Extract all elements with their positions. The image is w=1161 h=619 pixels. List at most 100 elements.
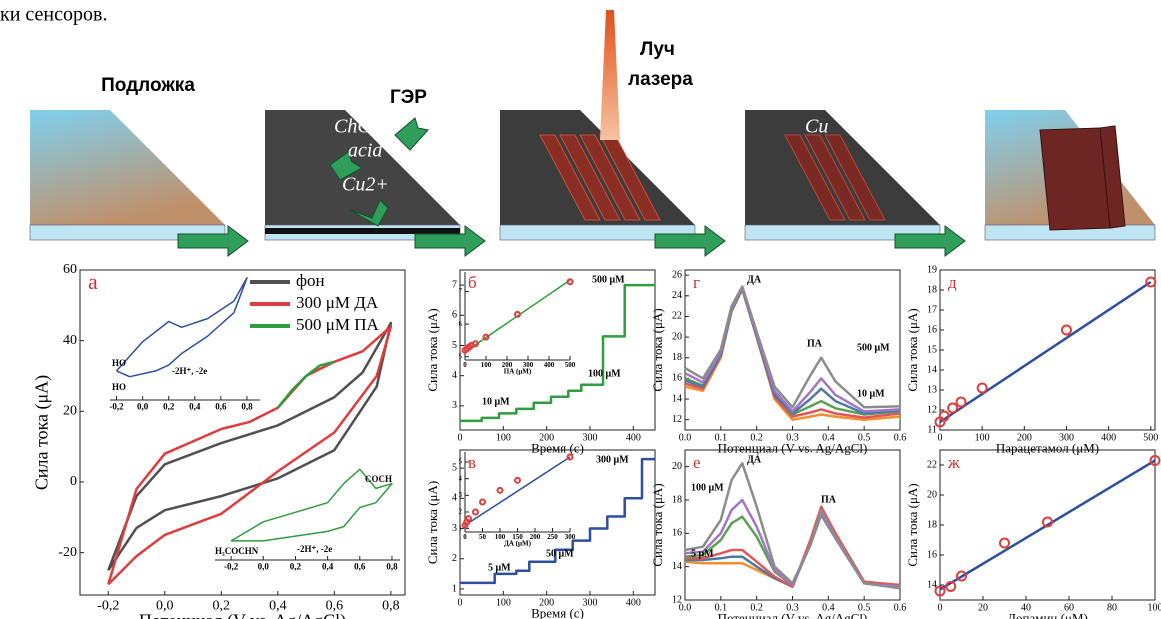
- y-tick-label: 17: [927, 304, 937, 315]
- panel-label: в: [468, 453, 476, 472]
- x-axis-label: Потенциал (V vs. Ag/AgCl): [718, 611, 868, 619]
- panel-label: д: [948, 273, 957, 292]
- y-tick-label: 14: [672, 561, 682, 572]
- series-line: [940, 461, 1155, 590]
- series-line: [465, 457, 570, 525]
- y-tick-label: 3: [452, 400, 457, 411]
- y-tick-label: -20: [58, 545, 77, 560]
- y-tick-label: 5: [459, 458, 463, 466]
- y-tick-label: 11: [927, 424, 937, 435]
- x-tick-label: -0,2: [109, 401, 124, 411]
- x-tick-label: 0,0: [137, 401, 149, 411]
- x-tick-label: 100: [496, 432, 511, 443]
- y-tick-label: 12: [672, 414, 682, 425]
- x-axis-label: ДА (μM): [504, 540, 532, 548]
- y-tick-label: 4: [459, 474, 463, 482]
- x-tick-label: 0,8: [386, 561, 398, 571]
- panel-label: ж: [947, 453, 960, 472]
- annotation: COCH: [365, 474, 392, 484]
- x-axis-label: ПА (μM): [504, 368, 532, 376]
- pillars: [1040, 126, 1125, 230]
- figure: ки сенсоров. Подложка: [0, 0, 1161, 619]
- y-tick-label: 7: [459, 287, 463, 295]
- x-tick-label: 0.0: [679, 432, 692, 443]
- y-tick-label: 12: [672, 594, 682, 605]
- annotation: 100 μM: [691, 482, 724, 493]
- y-tick-label: 4: [452, 493, 457, 504]
- x-tick-label: 0: [458, 597, 463, 608]
- label: Cu2+: [342, 174, 389, 196]
- x-tick-label: 250: [547, 533, 558, 541]
- label: Cu: [805, 116, 828, 138]
- y-axis-label: Сила тока (μA): [650, 483, 665, 566]
- y-tick-label: 60: [63, 262, 77, 277]
- x-tick-label: 500: [565, 361, 576, 369]
- annotation: 300 μM: [596, 454, 629, 465]
- y-tick-label: 14: [927, 364, 937, 375]
- x-tick-label: 0,4: [189, 401, 201, 411]
- label: Подложка: [101, 75, 195, 96]
- y-axis-label: Сила тока (μA): [905, 308, 920, 391]
- x-tick-label: 0: [458, 432, 463, 443]
- x-tick-label: 500: [1143, 432, 1158, 443]
- y-tick-label: 16: [927, 324, 937, 335]
- x-tick-label: 0: [938, 602, 943, 613]
- x-tick-label: 0,8: [382, 598, 400, 613]
- x-axis-label: Потенциал (V vs. Ag/AgCl): [718, 441, 868, 456]
- x-tick-label: 0: [463, 361, 467, 369]
- panel-label: а: [88, 269, 98, 294]
- annotation: -2H⁺, -2e: [172, 366, 207, 376]
- legend-label: фон: [296, 271, 325, 290]
- annotation: ДА: [747, 454, 762, 465]
- y-tick-label: 1: [452, 583, 457, 594]
- film-edge: [265, 228, 460, 234]
- x-tick-label: -0,2: [224, 561, 239, 571]
- y-tick-label: 15: [927, 344, 937, 355]
- x-tick-label: 0,6: [354, 561, 366, 571]
- x-tick-label: 0: [463, 533, 467, 541]
- data-point: [957, 398, 966, 407]
- x-tick-label: 200: [530, 533, 541, 541]
- annotation: 10 μM: [857, 388, 885, 399]
- annotation: 5 μM: [488, 562, 511, 573]
- y-tick-label: 3: [459, 491, 463, 499]
- y-axis-label: Сила тока (μA): [32, 375, 53, 490]
- y-tick-label: 20: [672, 331, 682, 342]
- x-axis-label: Время (с): [531, 606, 584, 619]
- y-axis-label: Сила тока (μA): [425, 308, 440, 391]
- y-tick-label: 14: [672, 393, 682, 404]
- x-tick-label: 300: [583, 597, 598, 608]
- annotation: 50 μM: [546, 548, 574, 559]
- x-tick-label: 400: [626, 597, 641, 608]
- y-tick-label: 4: [452, 370, 457, 381]
- x-axis-label: Потенциал (V vs. Ag/AgCl): [139, 611, 346, 619]
- y-tick-label: 20: [63, 404, 77, 419]
- label: ChCl: [334, 116, 377, 138]
- y-tick-label: 22: [927, 459, 937, 470]
- y-tick-label: 3: [452, 523, 457, 534]
- y-tick-label: 40: [63, 333, 77, 348]
- data-point: [568, 279, 573, 284]
- y-tick-label: 18: [672, 494, 682, 505]
- y-tick-label: 6: [459, 320, 463, 328]
- y-tick-label: 26: [672, 269, 682, 280]
- x-tick-label: 0.6: [894, 602, 907, 613]
- x-tick-label: 0.6: [894, 432, 907, 443]
- data-point: [948, 404, 957, 413]
- y-tick-label: 13: [927, 384, 937, 395]
- y-tick-label: 16: [672, 373, 682, 384]
- annotation: 500 μM: [857, 342, 890, 353]
- data-point: [498, 488, 503, 493]
- series-line: [108, 323, 391, 570]
- x-tick-label: 50: [479, 533, 487, 541]
- annotation: H₃COCHN: [215, 546, 259, 556]
- x-tick-label: 20: [978, 602, 988, 613]
- data-point: [515, 478, 520, 483]
- y-tick-label: 22: [672, 311, 682, 322]
- x-tick-label: 400: [544, 361, 555, 369]
- data-point: [978, 384, 987, 393]
- x-tick-label: 0: [938, 432, 943, 443]
- y-tick-label: 2: [452, 553, 457, 564]
- x-tick-label: 80: [1107, 602, 1117, 613]
- y-tick-label: 5: [459, 352, 463, 360]
